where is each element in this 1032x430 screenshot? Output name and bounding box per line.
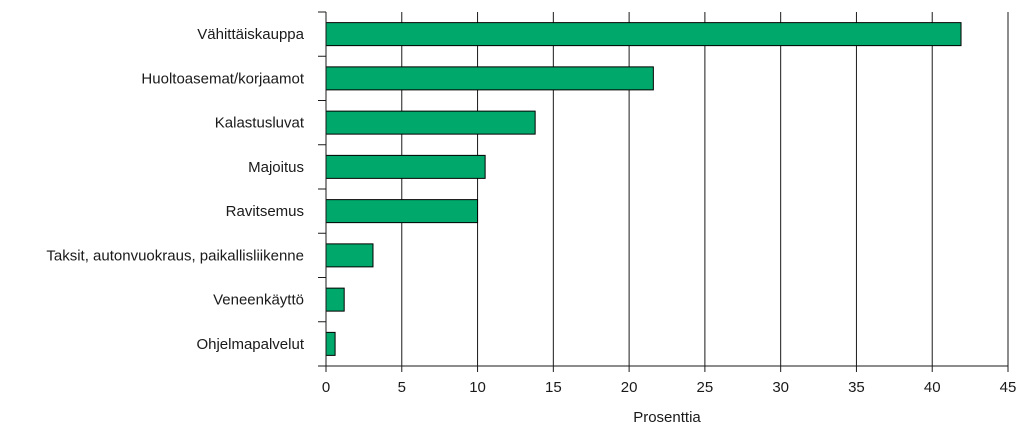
x-tick-label-20: 20 xyxy=(621,379,638,396)
category-label-5: Taksit, autonvuokraus, paikallisliikenne xyxy=(46,247,304,264)
gridlines xyxy=(401,12,1009,366)
x-tick-labels: 0 5 10 15 20 25 30 35 40 45 xyxy=(322,379,1017,396)
x-tick-label-0: 0 xyxy=(322,379,330,396)
category-label-3: Majoitus xyxy=(248,159,304,176)
category-label-1: Huoltoasemat/korjaamot xyxy=(141,70,304,87)
x-tick-label-5: 5 xyxy=(398,379,406,396)
category-label-2: Kalastusluvat xyxy=(215,115,305,132)
x-tick-label-30: 30 xyxy=(772,379,789,396)
x-tick-label-45: 45 xyxy=(1000,379,1017,396)
axes xyxy=(318,11,1009,372)
bars xyxy=(325,22,962,356)
category-label-7: Ohjelmapalvelut xyxy=(196,336,304,353)
bar-2 xyxy=(325,110,536,135)
bar-0 xyxy=(325,22,962,47)
bar-3 xyxy=(325,154,486,179)
bar-5 xyxy=(325,243,374,268)
bar-1 xyxy=(325,66,654,91)
category-label-0: Vähittäiskauppa xyxy=(197,26,304,43)
x-tick-label-25: 25 xyxy=(697,379,714,396)
category-label-4: Ravitsemus xyxy=(226,203,304,220)
x-axis-title: Prosenttia xyxy=(633,409,701,426)
x-tick-label-10: 10 xyxy=(469,379,486,396)
x-tick-label-15: 15 xyxy=(545,379,562,396)
category-labels: Vähittäiskauppa Huoltoasemat/korjaamot Kal… xyxy=(46,26,304,353)
bar-6 xyxy=(325,287,345,312)
x-tick-label-40: 40 xyxy=(924,379,941,396)
category-label-6: Veneenkäyttö xyxy=(213,292,304,309)
bar-4 xyxy=(325,199,479,224)
x-tick-label-35: 35 xyxy=(848,379,865,396)
bar-7 xyxy=(325,331,336,356)
